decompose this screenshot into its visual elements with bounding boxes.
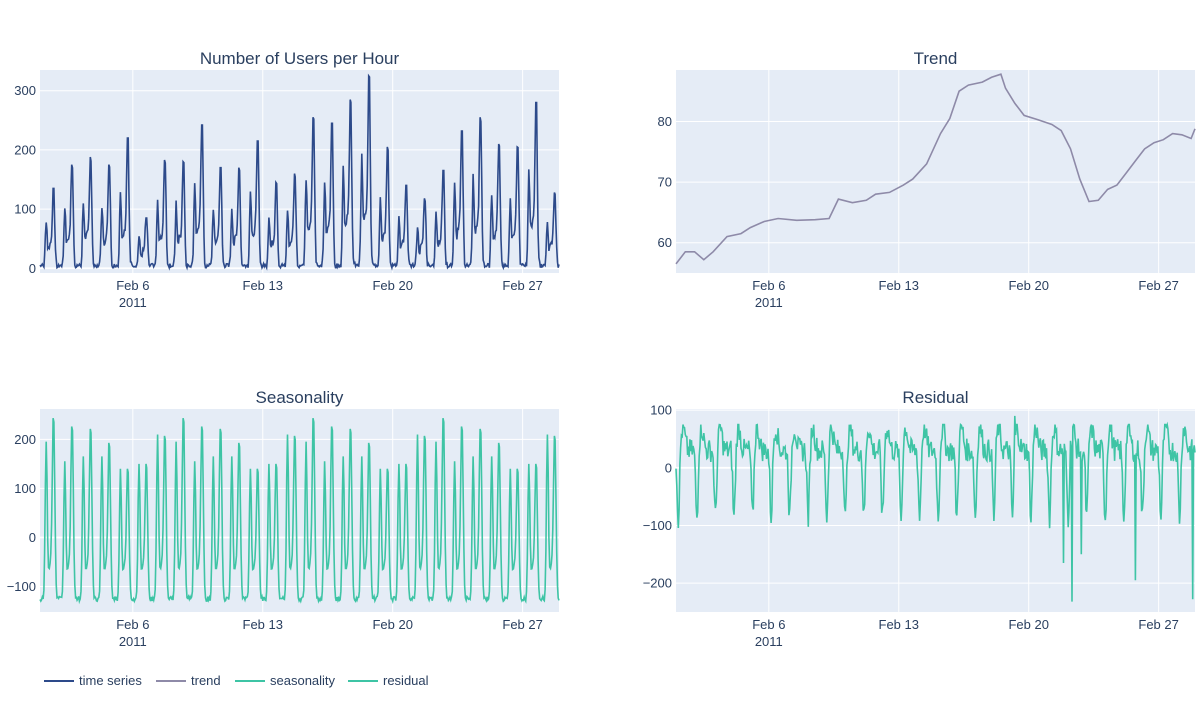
timeseries-y-tick-label: 300 — [14, 83, 36, 98]
trend-title: Trend — [914, 49, 958, 68]
seasonality-x-tick-label: Feb 6 — [116, 617, 149, 632]
seasonality-x-tick-label: Feb 27 — [502, 617, 542, 632]
seasonality-x-tick-label: Feb 20 — [372, 617, 412, 632]
legend-label-residual: residual — [383, 673, 429, 688]
timeseries-y-tick-label: 100 — [14, 202, 36, 217]
trend-y-tick-label: 60 — [658, 235, 672, 250]
residual-x-ticks: Feb 6 2011 Feb 13 Feb 20 Feb 27 — [752, 617, 1179, 649]
timeseries-x-tick-year: 2011 — [119, 295, 147, 310]
residual-y-tick-label: −100 — [643, 518, 672, 533]
trend-y-tick-label: 70 — [658, 175, 672, 190]
seasonality-line — [39, 417, 560, 605]
timeseries-x-tick-label: Feb 20 — [372, 278, 412, 293]
seasonality-x-ticks: Feb 6 2011 Feb 13 Feb 20 Feb 27 — [116, 617, 543, 649]
residual-x-tick-label: Feb 6 — [752, 617, 785, 632]
trend-y-ticks: 60 70 80 — [658, 114, 672, 250]
residual-line — [675, 415, 1196, 602]
legend-item-time-series[interactable]: time series — [44, 673, 142, 688]
trend-x-ticks: Feb 6 2011 Feb 13 Feb 20 Feb 27 — [752, 278, 1179, 310]
trend-x-tick-label: Feb 27 — [1138, 278, 1178, 293]
seasonality-x-tick-year: 2011 — [119, 634, 147, 649]
seasonality-y-tick-label: 0 — [29, 530, 36, 545]
trend-x-tick-label: Feb 20 — [1008, 278, 1048, 293]
residual-y-ticks: −200 −100 0 100 — [643, 403, 672, 591]
residual-panel: −200 −100 0 100 Feb 6 2011 Feb 13 Feb 20 Feb 27… — [643, 388, 1196, 649]
seasonality-y-tick-label: 100 — [14, 481, 36, 496]
residual-x-tick-label: Feb 20 — [1008, 617, 1048, 632]
trend-plot-area — [676, 70, 1195, 273]
seasonality-y-tick-label: −100 — [7, 579, 36, 594]
trend-gridlines — [676, 70, 1195, 273]
trend-x-tick-label: Feb 13 — [879, 278, 919, 293]
trend-x-tick-year: 2011 — [755, 295, 783, 310]
residual-y-tick-label: −200 — [643, 576, 672, 591]
timeseries-y-tick-label: 0 — [29, 261, 36, 276]
timeseries-x-tick-label: Feb 13 — [243, 278, 283, 293]
timeseries-panel: 0 100 200 300 Feb 6 2011 Feb 13 Feb 20 Feb 27 N… — [14, 49, 560, 310]
trend-x-tick-label: Feb 6 — [752, 278, 785, 293]
legend-label-trend: trend — [191, 673, 221, 688]
residual-x-tick-year: 2011 — [755, 634, 783, 649]
seasonality-title: Seasonality — [256, 388, 344, 407]
timeseries-x-tick-label: Feb 27 — [502, 278, 542, 293]
timeseries-y-ticks: 0 100 200 300 — [14, 83, 36, 276]
seasonality-x-tick-label: Feb 13 — [243, 617, 283, 632]
seasonality-y-ticks: −100 0 100 200 — [7, 432, 36, 594]
residual-y-tick-label: 0 — [665, 460, 672, 475]
timeseries-title: Number of Users per Hour — [200, 49, 400, 68]
timeseries-x-ticks: Feb 6 2011 Feb 13 Feb 20 Feb 27 — [116, 278, 543, 310]
legend-label-seasonality: seasonality — [270, 673, 336, 688]
legend-item-seasonality[interactable]: seasonality — [235, 673, 336, 688]
legend-item-residual[interactable]: residual — [348, 673, 429, 688]
timeseries-x-tick-label: Feb 6 — [116, 278, 149, 293]
seasonality-y-tick-label: 200 — [14, 432, 36, 447]
legend: time series trend seasonality residual — [44, 673, 429, 688]
legend-item-trend[interactable]: trend — [156, 673, 221, 688]
legend-label-time-series: time series — [79, 673, 142, 688]
residual-title: Residual — [902, 388, 968, 407]
trend-y-tick-label: 80 — [658, 114, 672, 129]
trend-panel: 60 70 80 Feb 6 2011 Feb 13 Feb 20 Feb 27 Trend — [658, 49, 1196, 310]
timeseries-line — [39, 73, 560, 271]
timeseries-y-tick-label: 200 — [14, 142, 36, 157]
residual-x-tick-label: Feb 27 — [1138, 617, 1178, 632]
residual-x-tick-label: Feb 13 — [879, 617, 919, 632]
trend-line — [675, 73, 1196, 265]
residual-y-tick-label: 100 — [650, 403, 672, 418]
